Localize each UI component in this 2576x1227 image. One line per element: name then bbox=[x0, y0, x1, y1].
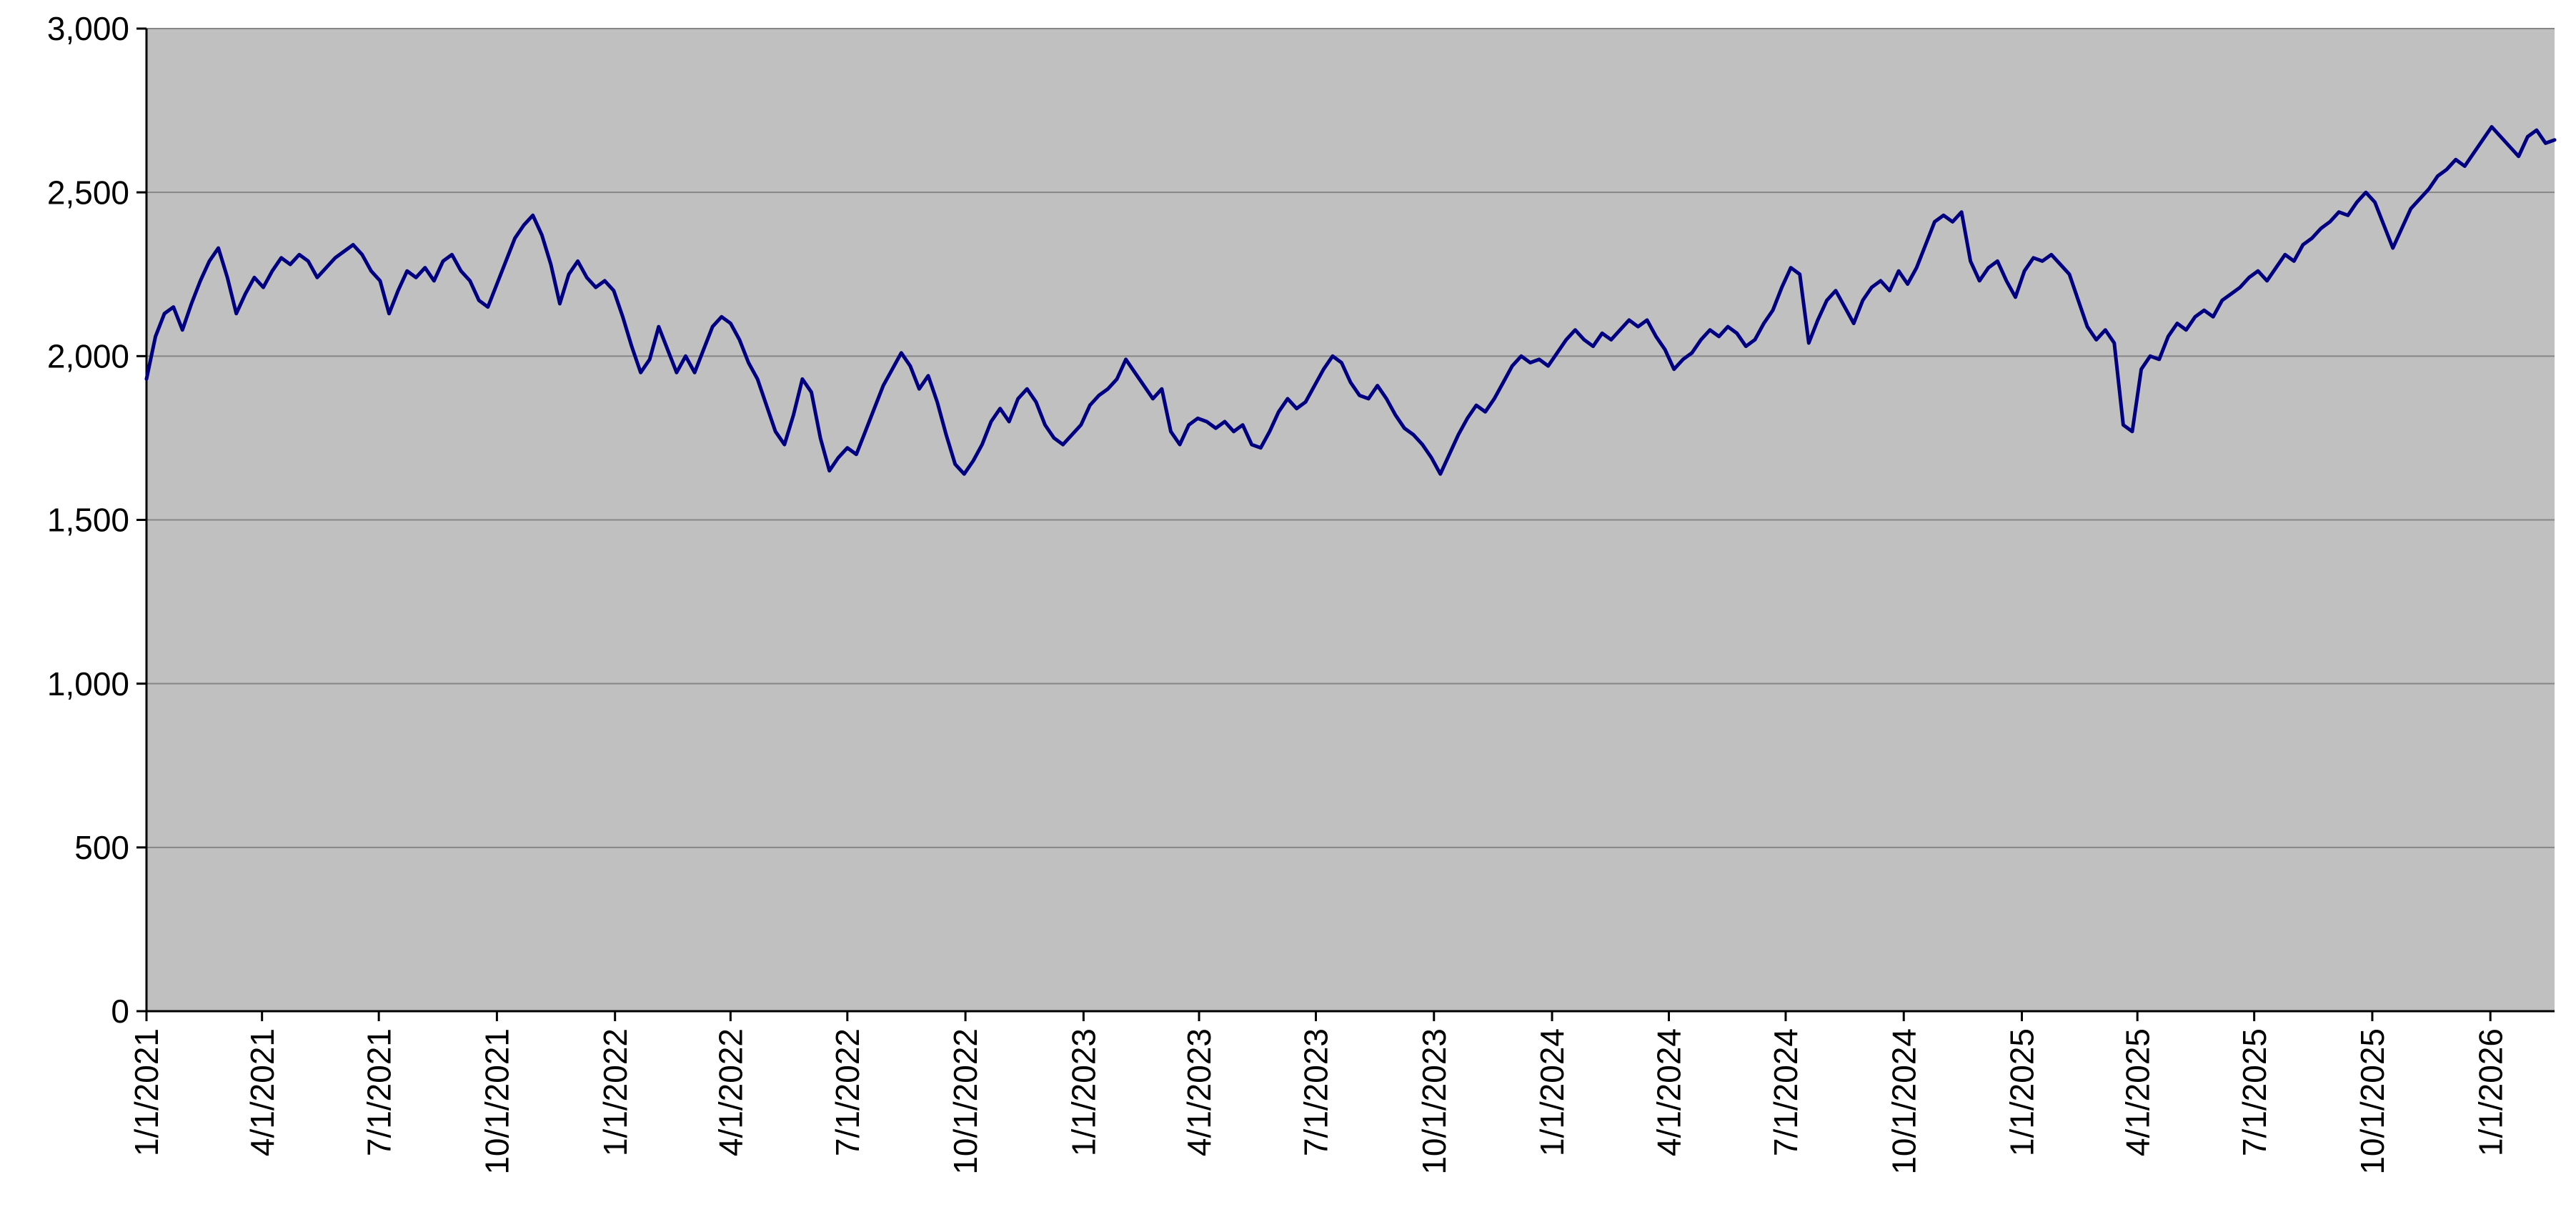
x-tick-label: 4/1/2024 bbox=[1651, 1028, 1688, 1156]
x-tick-label: 10/1/2025 bbox=[2354, 1028, 2391, 1175]
y-tick-label: 0 bbox=[111, 993, 129, 1030]
x-tick-label: 10/1/2021 bbox=[479, 1028, 516, 1175]
x-tick-label: 7/1/2023 bbox=[1298, 1028, 1335, 1156]
x-tick-label: 4/1/2025 bbox=[2119, 1028, 2156, 1156]
x-tick-label: 1/1/2025 bbox=[2004, 1028, 2041, 1156]
x-tick-label: 10/1/2024 bbox=[1885, 1028, 1922, 1175]
x-tick-label: 7/1/2025 bbox=[2236, 1028, 2273, 1156]
x-tick-label: 4/1/2023 bbox=[1180, 1028, 1218, 1156]
x-tick-label: 4/1/2021 bbox=[244, 1028, 281, 1156]
x-tick-label: 4/1/2022 bbox=[712, 1028, 749, 1156]
x-tick-label: 10/1/2023 bbox=[1416, 1028, 1453, 1175]
x-tick-label: 7/1/2022 bbox=[829, 1028, 866, 1156]
y-tick-label: 1,000 bbox=[47, 665, 129, 702]
y-tick-label: 2,000 bbox=[47, 337, 129, 374]
x-tick-label: 10/1/2022 bbox=[947, 1028, 984, 1175]
x-tick-label: 1/1/2022 bbox=[597, 1028, 634, 1156]
x-tick-label: 1/1/2024 bbox=[1533, 1028, 1571, 1156]
x-tick-label: 1/1/2021 bbox=[128, 1028, 165, 1156]
y-tick-label: 3,000 bbox=[47, 10, 129, 47]
y-tick-label: 2,500 bbox=[47, 174, 129, 211]
y-tick-label: 500 bbox=[74, 829, 129, 866]
x-tick-label: 1/1/2023 bbox=[1065, 1028, 1102, 1156]
data-line bbox=[144, 125, 2557, 476]
x-tick-label: 7/1/2024 bbox=[1767, 1028, 1804, 1156]
y-tick-label: 1,500 bbox=[47, 502, 129, 539]
x-tick-label: 1/1/2026 bbox=[2472, 1028, 2509, 1156]
x-tick-label: 7/1/2021 bbox=[360, 1028, 397, 1156]
